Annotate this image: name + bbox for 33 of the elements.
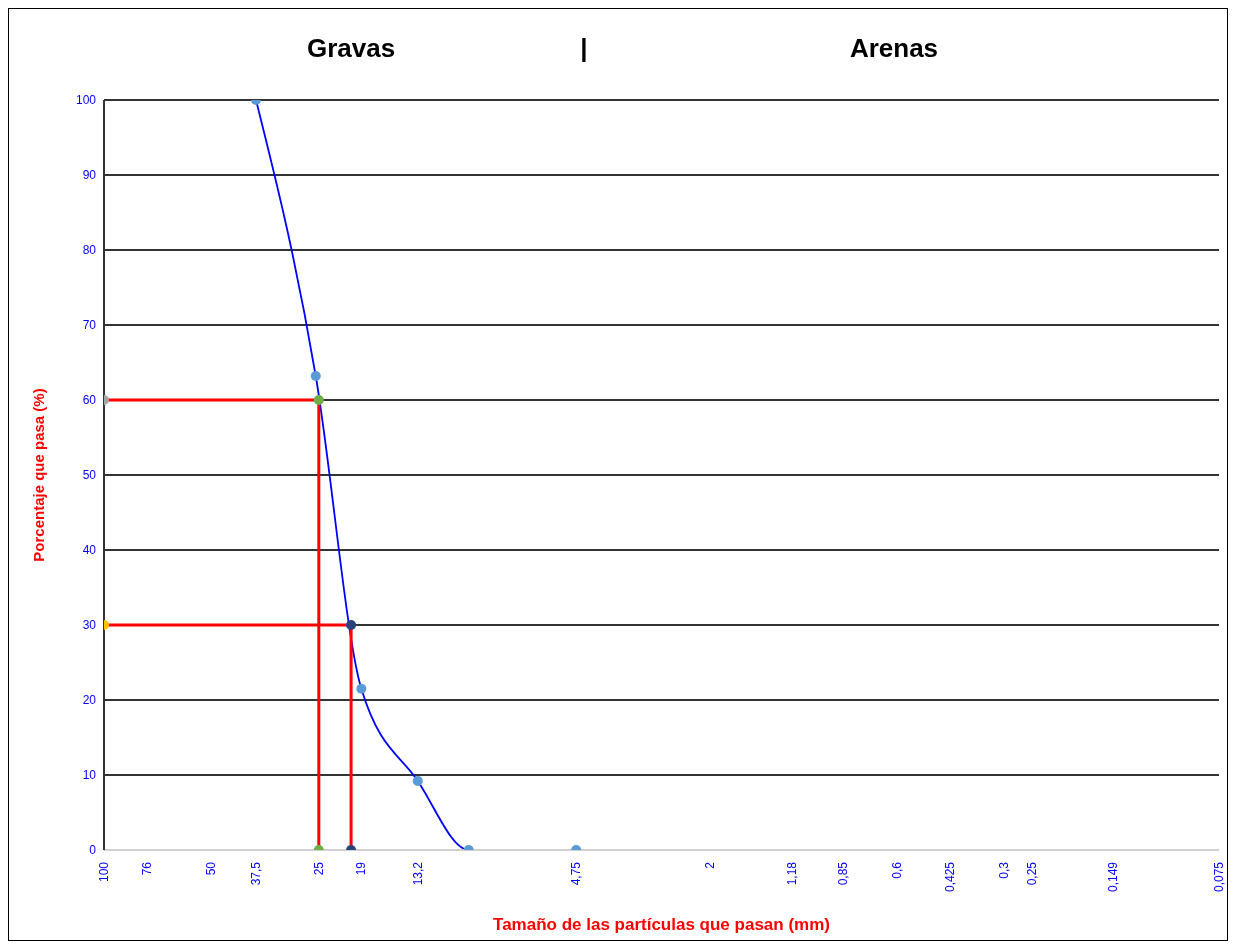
y-tick-label: 60 — [82, 393, 97, 408]
x-tick-label: 37,5 — [248, 861, 263, 886]
text: Arenas — [848, 33, 940, 64]
text: | — [579, 33, 589, 64]
y-tick-label: 30 — [82, 618, 97, 633]
y-tick-label: 40 — [82, 543, 97, 558]
y-tick-label: 100 — [75, 93, 97, 108]
text: Gravas — [305, 33, 397, 64]
x-tick-label: 0,3 — [997, 861, 1012, 879]
x-tick-label: 1,18 — [784, 861, 799, 886]
x-tick-label: 0,85 — [835, 861, 850, 886]
x-axis-title: Tamaño de las partículas que pasan (mm) — [493, 915, 830, 934]
y-tick-label: 0 — [89, 843, 97, 858]
x-tick-label: 0,25 — [1025, 861, 1040, 886]
x-tick-label: 76 — [139, 861, 154, 876]
y-tick-label: 90 — [82, 168, 97, 183]
y-tick-label: 10 — [82, 768, 97, 783]
x-tick-label: 0,6 — [889, 861, 904, 879]
y-tick-label: 70 — [82, 318, 97, 333]
x-tick-label: 2 — [703, 861, 718, 869]
y-tick-label: 50 — [82, 468, 97, 483]
y-axis-title: Porcentaje que pasa (%) — [30, 388, 48, 562]
x-tick-label: 0,149 — [1105, 861, 1120, 893]
x-tick-label: 100 — [97, 861, 111, 883]
x-tick-label: 19 — [354, 861, 369, 876]
x-tick-label: 0,425 — [943, 861, 958, 893]
x-tick-label: 0,075 — [1212, 861, 1226, 893]
y-tick-label: 80 — [82, 243, 97, 258]
y-tick-label: 20 — [82, 693, 97, 708]
x-tick-label: 25 — [311, 861, 326, 876]
x-tick-label: 4,75 — [569, 861, 584, 886]
x-tick-label: 50 — [204, 861, 219, 876]
x-tick-label: 13,2 — [410, 861, 425, 886]
